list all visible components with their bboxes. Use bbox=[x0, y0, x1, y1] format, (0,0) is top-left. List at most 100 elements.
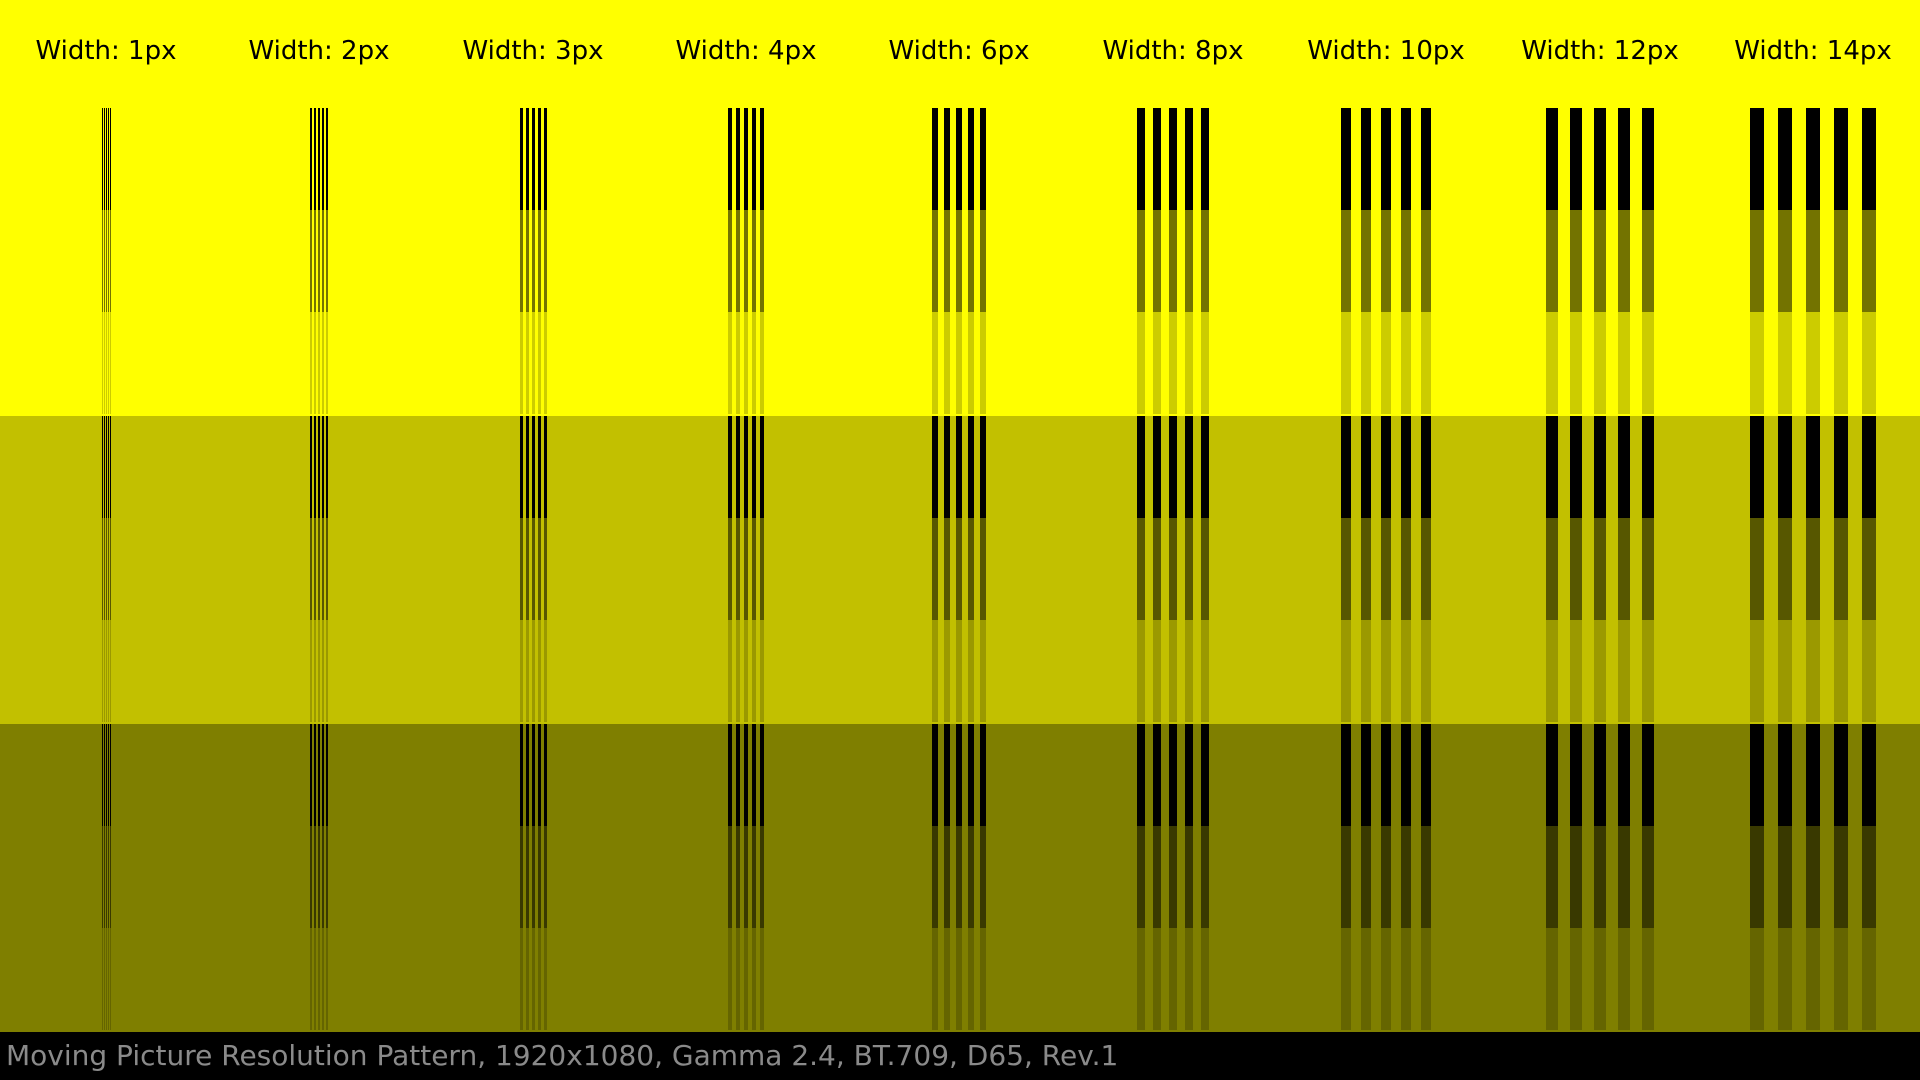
line-bar bbox=[736, 620, 740, 722]
line-bar bbox=[532, 312, 535, 414]
line-bar bbox=[728, 724, 732, 826]
line-bar bbox=[1834, 312, 1848, 414]
line-bar bbox=[736, 518, 740, 620]
line-bar bbox=[1169, 416, 1177, 518]
line-bar bbox=[1185, 108, 1193, 210]
line-bar bbox=[1570, 210, 1582, 312]
line-bar bbox=[1341, 108, 1351, 210]
line-bar bbox=[326, 724, 328, 826]
line-bar bbox=[1401, 108, 1411, 210]
line-bar bbox=[1421, 416, 1431, 518]
line-bar bbox=[1834, 620, 1848, 722]
line-bar bbox=[104, 108, 105, 210]
line-bar bbox=[520, 312, 523, 414]
line-bar bbox=[736, 928, 740, 1030]
line-bar bbox=[980, 518, 986, 620]
line-bar bbox=[1862, 928, 1876, 1030]
line-bar bbox=[1361, 928, 1371, 1030]
line-bar bbox=[1778, 108, 1792, 210]
line-bar bbox=[1546, 210, 1558, 312]
line-bar bbox=[318, 312, 320, 414]
line-bar bbox=[1594, 518, 1606, 620]
line-bar bbox=[1201, 416, 1209, 518]
line-bar bbox=[728, 518, 732, 620]
line-bar bbox=[104, 416, 105, 518]
line-bar bbox=[1401, 724, 1411, 826]
line-bar bbox=[310, 108, 312, 210]
line-bar bbox=[1381, 724, 1391, 826]
line-bar bbox=[728, 108, 732, 210]
line-bar bbox=[1153, 312, 1161, 414]
line-bar bbox=[968, 312, 974, 414]
line-bar bbox=[728, 826, 732, 928]
line-bar bbox=[1834, 724, 1848, 826]
line-bar bbox=[106, 518, 107, 620]
line-bar bbox=[1778, 928, 1792, 1030]
line-bar bbox=[1806, 312, 1820, 414]
line-bar bbox=[1546, 724, 1558, 826]
line-bar bbox=[1594, 210, 1606, 312]
line-bar bbox=[1153, 826, 1161, 928]
line-bar bbox=[532, 108, 535, 210]
line-bar bbox=[736, 826, 740, 928]
line-bar bbox=[1185, 518, 1193, 620]
line-bar bbox=[932, 724, 938, 826]
line-bar bbox=[1546, 312, 1558, 414]
line-bar bbox=[544, 826, 547, 928]
line-bar bbox=[544, 928, 547, 1030]
line-bar bbox=[944, 518, 950, 620]
line-bar bbox=[322, 518, 324, 620]
line-bar bbox=[1361, 518, 1371, 620]
line-bar bbox=[1201, 826, 1209, 928]
line-bar bbox=[1778, 210, 1792, 312]
line-bar bbox=[108, 108, 109, 210]
line-bar bbox=[1421, 108, 1431, 210]
line-bar bbox=[538, 518, 541, 620]
line-bar bbox=[744, 724, 748, 826]
line-bar bbox=[760, 928, 764, 1030]
line-bar bbox=[1594, 826, 1606, 928]
line-bar bbox=[108, 620, 109, 722]
line-bar bbox=[1642, 826, 1654, 928]
line-bar bbox=[1361, 210, 1371, 312]
line-bar bbox=[520, 210, 523, 312]
line-bar bbox=[980, 312, 986, 414]
line-bar bbox=[1169, 108, 1177, 210]
line-bar bbox=[310, 724, 312, 826]
line-bar bbox=[1642, 312, 1654, 414]
line-bar bbox=[1834, 826, 1848, 928]
line-bar bbox=[526, 928, 529, 1030]
line-bar bbox=[1401, 620, 1411, 722]
line-bar bbox=[1546, 416, 1558, 518]
line-bar bbox=[968, 108, 974, 210]
line-bar bbox=[1169, 620, 1177, 722]
line-bar bbox=[544, 416, 547, 518]
line-bar bbox=[1153, 518, 1161, 620]
line-bar bbox=[538, 108, 541, 210]
line-bar bbox=[1361, 312, 1371, 414]
line-bar bbox=[1546, 826, 1558, 928]
line-bar bbox=[1618, 108, 1630, 210]
line-bar bbox=[752, 724, 756, 826]
line-bar bbox=[956, 416, 962, 518]
line-bar bbox=[1153, 416, 1161, 518]
line-bar bbox=[310, 210, 312, 312]
line-bar bbox=[1421, 620, 1431, 722]
line-bar bbox=[728, 210, 732, 312]
line-bar bbox=[1185, 724, 1193, 826]
line-bar bbox=[1862, 826, 1876, 928]
line-bar bbox=[1341, 724, 1351, 826]
line-bar bbox=[108, 210, 109, 312]
line-bar bbox=[1862, 416, 1876, 518]
line-bar bbox=[1642, 210, 1654, 312]
line-bar bbox=[1750, 620, 1764, 722]
line-bar bbox=[1201, 928, 1209, 1030]
line-bar bbox=[1594, 416, 1606, 518]
line-bar bbox=[1381, 210, 1391, 312]
line-bar bbox=[752, 518, 756, 620]
line-bar bbox=[532, 416, 535, 518]
line-bar bbox=[314, 416, 316, 518]
line-bar bbox=[980, 210, 986, 312]
line-bar bbox=[944, 312, 950, 414]
line-bar bbox=[1421, 518, 1431, 620]
